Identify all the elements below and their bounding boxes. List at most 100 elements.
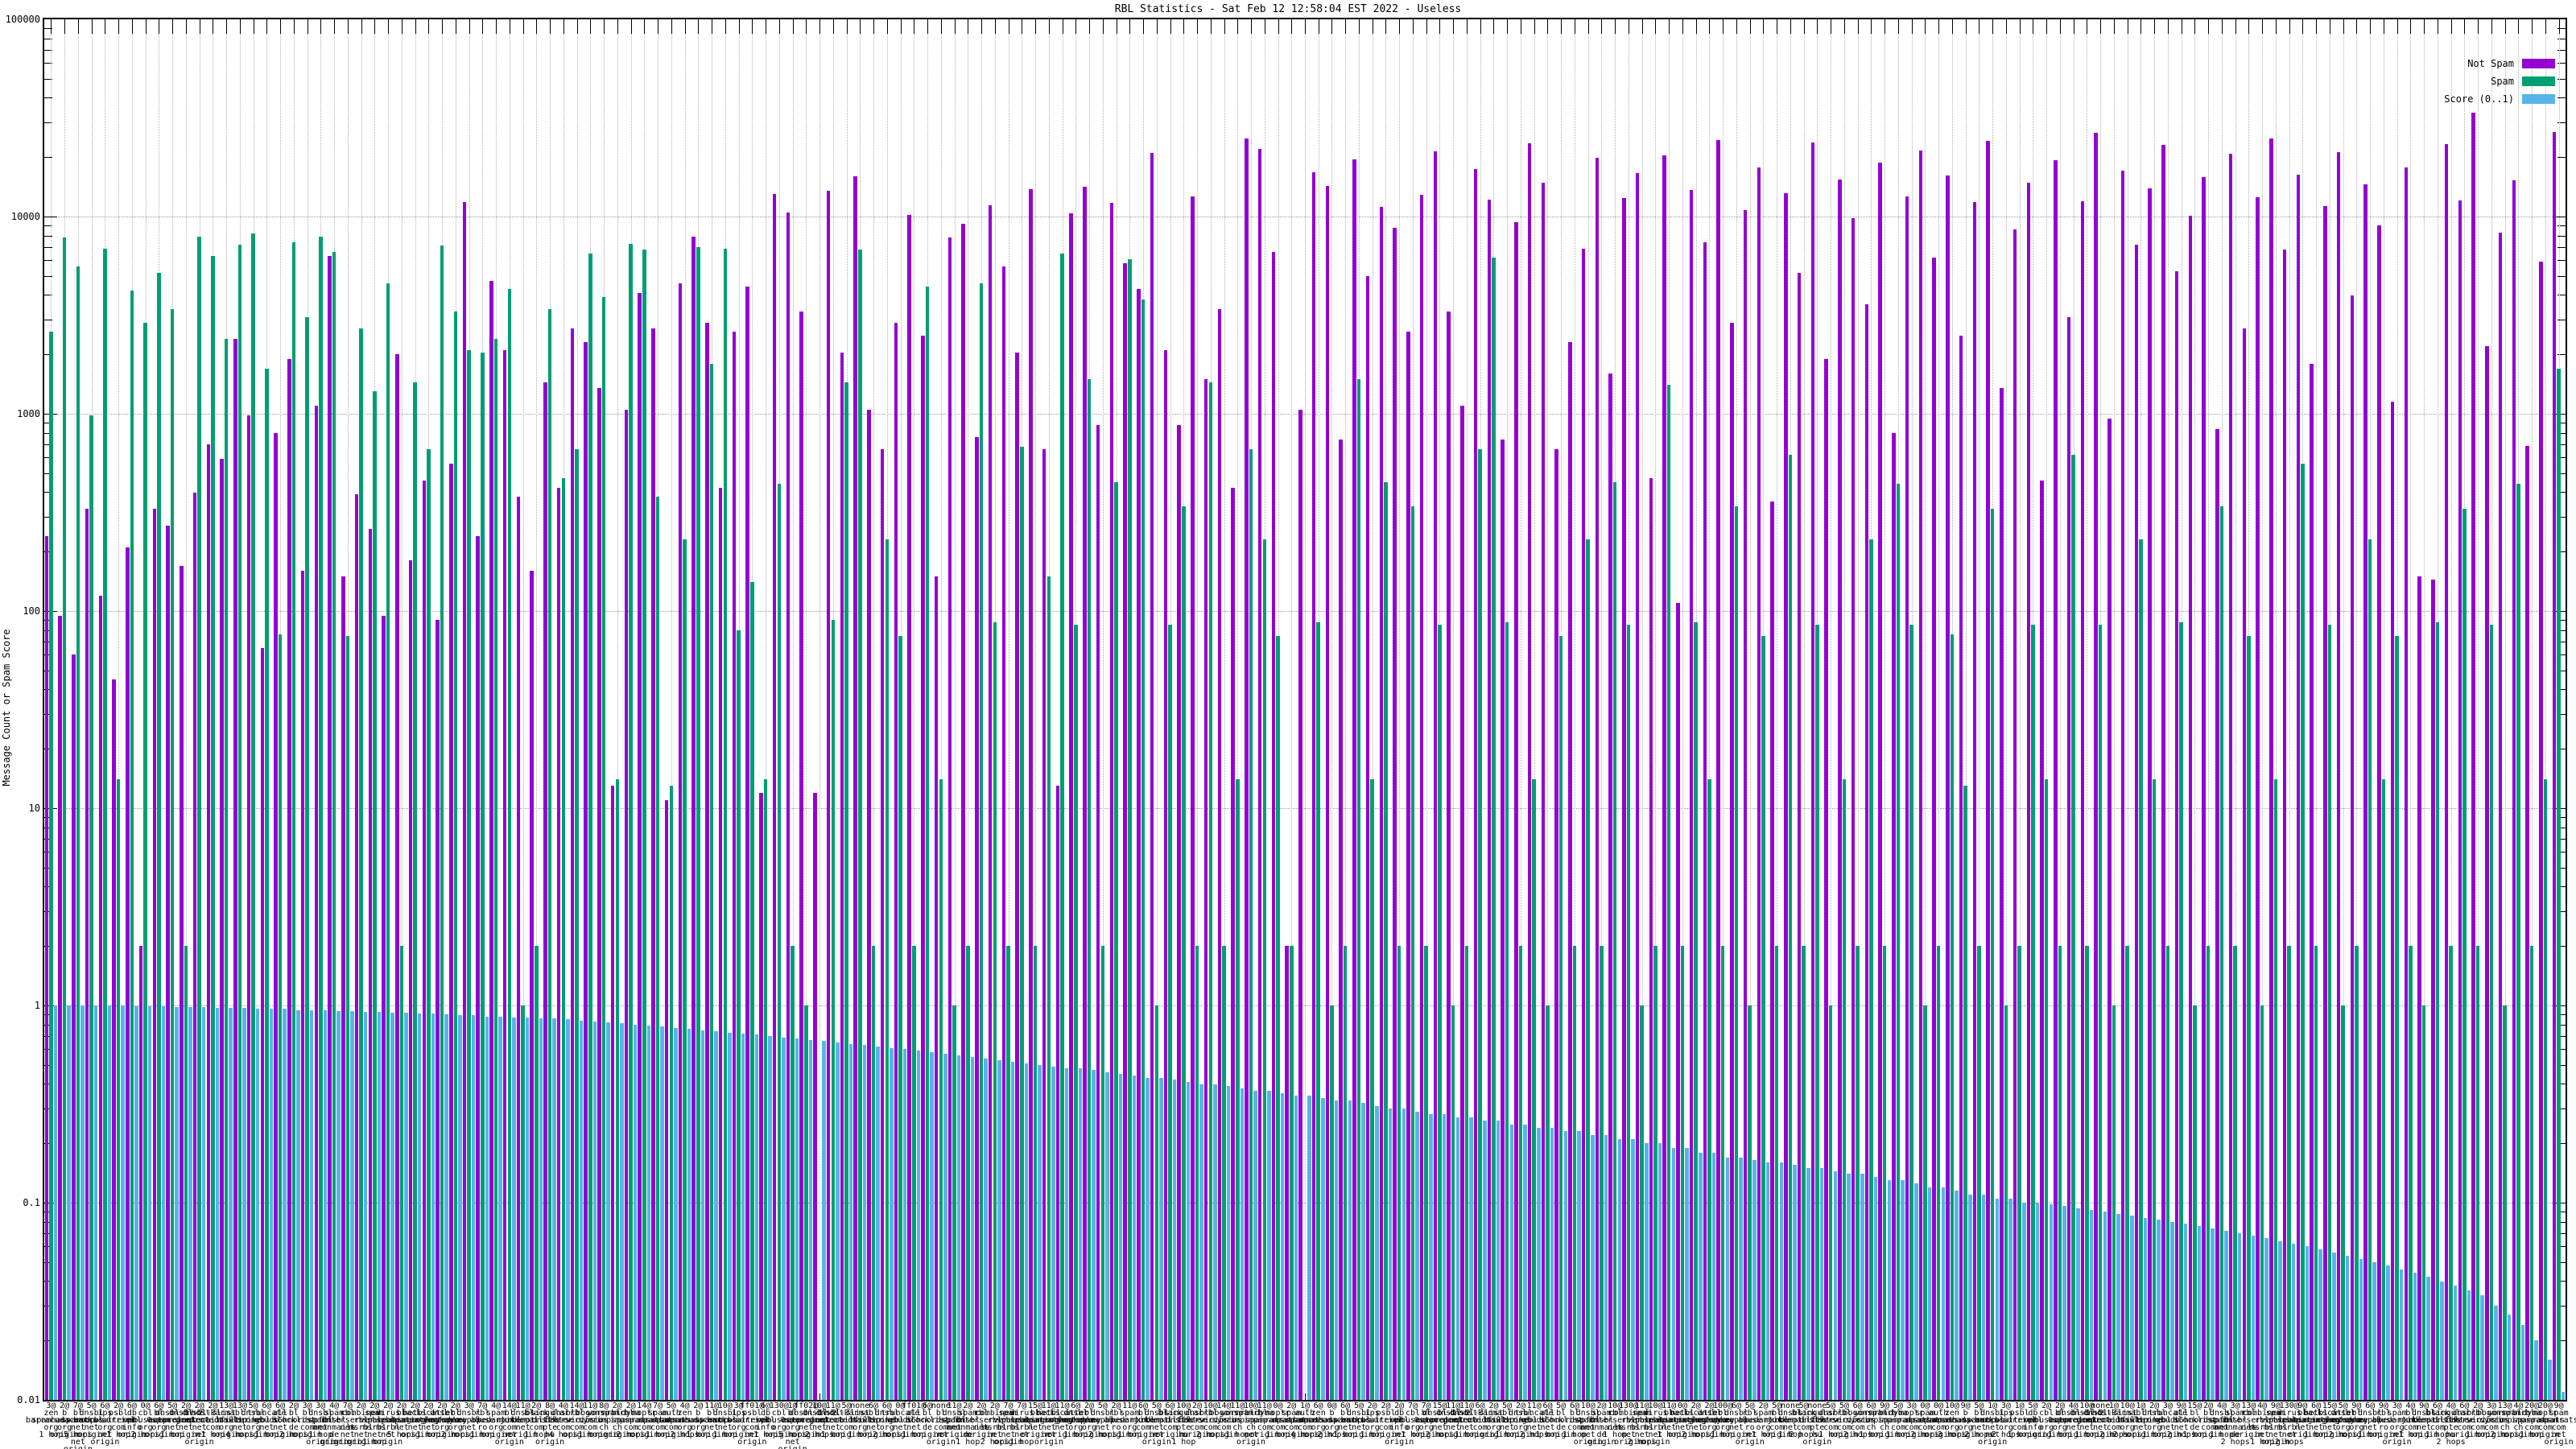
x-label-line: 2 hops <box>1910 1430 1940 1439</box>
x-label-line: 2@ <box>693 1402 704 1410</box>
bar-score <box>1132 1075 1137 1400</box>
x-top-tick <box>428 19 430 34</box>
x-label-line: 0@ <box>1273 1402 1283 1410</box>
x-top-tick <box>2464 19 2466 34</box>
x-label-line: dnsbl-3 <box>1449 1409 1484 1418</box>
x-label-line: 3@ <box>2000 1402 2011 1410</box>
x-top-tick <box>886 19 888 34</box>
x-label-line: spamrats <box>2512 1416 2552 1425</box>
x-label-line: dns-servicios <box>2433 1416 2496 1425</box>
x-axis-entry-label: 5@ db wpbl info origin <box>1976 1402 2089 1439</box>
x-label-line: bl <box>154 1409 164 1418</box>
x-label-line: net <box>1634 1430 1649 1439</box>
x-gridline <box>1291 19 1293 1400</box>
x-label-line: 2@ <box>410 1402 420 1410</box>
bar-spam <box>1100 946 1105 1400</box>
bar-spam <box>278 634 283 1400</box>
x-label-line: origin <box>1074 1430 1104 1439</box>
bar-spam <box>1154 1005 1159 1400</box>
x-axis-entry-label: 1@ hostkarma junkemailfilter com 2 hops <box>2058 1402 2170 1439</box>
x-label-line: net <box>2079 1423 2095 1432</box>
bar-not-spam <box>1730 322 1734 1400</box>
x-label-line: uceprotect <box>175 1416 224 1425</box>
x-label-line: uceprotect <box>1429 1416 1478 1425</box>
x-label-line: origin <box>1371 1430 1401 1439</box>
bar-score <box>1321 1097 1325 1400</box>
bar-spam <box>2031 625 2035 1400</box>
bar-spam <box>1815 625 1819 1400</box>
x-axis-entry-label: 100@ bl drmx org 1 hop <box>1666 1402 1779 1439</box>
bar-not-spam <box>2404 167 2409 1400</box>
x-label-line: origin <box>1613 1438 1644 1447</box>
bar-score <box>2049 1204 2054 1400</box>
x-axis-entry-label: 6@ dnsbl zapbl net 1 hop <box>2314 1402 2426 1439</box>
bar-score <box>592 1021 597 1400</box>
x-label-line: abuse <box>2371 1416 2396 1425</box>
x-label-line: abuse <box>1737 1416 1762 1425</box>
x-label-line: 5@ <box>1826 1402 1836 1410</box>
x-label-line: 1 hop <box>2304 1430 2329 1439</box>
x-label-line: 1 hop <box>308 1430 333 1439</box>
x-top-tick <box>671 19 672 34</box>
x-axis-entry-label: 6@ db wpbl info origin <box>76 1402 188 1439</box>
y-minor-tick <box>2557 1143 2566 1145</box>
x-label-line: dnsbl <box>1184 1409 1210 1418</box>
y-minor-tick <box>44 517 52 518</box>
x-label-line: 6@ <box>1569 1402 1580 1410</box>
x-label-line: 1 hop <box>1265 1430 1290 1439</box>
bar-not-spam <box>2485 346 2489 1400</box>
bar-not-spam <box>1123 263 1127 1400</box>
bar-score <box>2359 1258 2363 1400</box>
bar-not-spam <box>2026 182 2031 1400</box>
x-label-line: net <box>1985 1423 2000 1432</box>
bar-score <box>2399 1269 2404 1400</box>
x-label-line: org <box>1311 1423 1326 1432</box>
x-axis-entry-label: 9@ spamrbl imp ch origin <box>1828 1402 1941 1439</box>
bar-spam <box>601 297 606 1400</box>
x-label-line: net <box>1338 1423 1353 1432</box>
x-label-line: truncate <box>2148 1409 2187 1418</box>
x-axis-entry-label: 11@ spam pedantic org 1 hop <box>1073 1402 1186 1439</box>
y-tick-label: 0.01 <box>17 1394 40 1406</box>
bar-spam <box>521 1005 525 1400</box>
bar-score <box>2345 1255 2350 1400</box>
x-axis-entry-label: 10@ dnsbl-2 uceprotect net 1 hop <box>2030 1402 2143 1439</box>
bar-not-spam <box>2188 215 2193 1400</box>
y-minor-tick <box>2557 517 2566 518</box>
x-label-line: 2@ <box>437 1402 448 1410</box>
bar-spam <box>1046 576 1051 1400</box>
x-label-line: msrbl <box>376 1423 401 1432</box>
bar-spam <box>1384 482 1388 1400</box>
bar-score <box>1873 1177 1878 1400</box>
x-label-line: 1 hop <box>1009 1438 1034 1447</box>
x-label-line: org <box>2039 1423 2054 1432</box>
x-top-tick <box>1507 19 1509 34</box>
bar-score <box>1078 1068 1083 1400</box>
x-top-tick <box>2302 19 2304 34</box>
x-label-line: bl <box>72 1409 83 1418</box>
x-label-line: barracudacentral <box>1926 1416 2004 1425</box>
x-label-line: origin <box>22 1446 134 1449</box>
bar-not-spam <box>44 535 49 1400</box>
x-label-line: spamrats <box>1258 1416 1298 1425</box>
x-label-line: 6@ <box>1137 1402 1149 1410</box>
x-label-line: 11@ <box>1055 1402 1070 1410</box>
bar-spam <box>224 338 229 1400</box>
x-label-line: com <box>1216 1423 1232 1432</box>
bar-spam <box>130 291 134 1400</box>
x-label-line: de <box>329 1430 340 1439</box>
x-axis-entry-label: 10@ list dnswl org 2 hops <box>2071 1402 2184 1439</box>
bar-not-spam <box>772 194 777 1400</box>
bar-spam <box>2058 946 2062 1400</box>
x-label-line: 14@ <box>502 1402 517 1410</box>
x-label-line: 6@ <box>1313 1402 1323 1410</box>
bar-spam <box>925 287 930 1400</box>
x-label-line: psbl <box>109 1409 129 1418</box>
x-gridline <box>873 19 875 1400</box>
x-label-line: combined <box>975 1409 1014 1418</box>
y-minor-tick <box>2557 492 2566 493</box>
y-minor-tick <box>2557 1014 2566 1016</box>
x-label-line: netbl <box>402 1409 427 1418</box>
bar-not-spam <box>395 354 399 1400</box>
bar-not-spam <box>2202 177 2206 1400</box>
